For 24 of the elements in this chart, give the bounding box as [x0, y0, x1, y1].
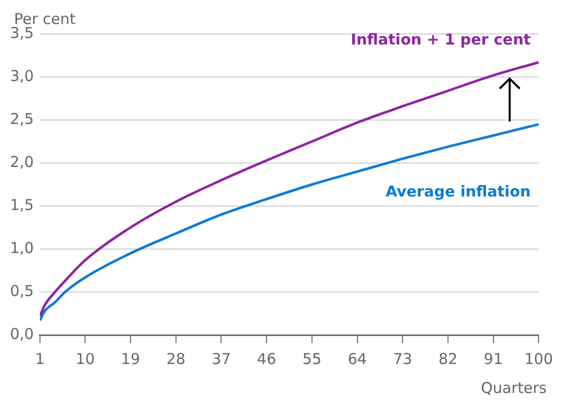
- y-tick-label: 3,0: [10, 66, 34, 85]
- y-tick-label: 2,5: [10, 110, 34, 128]
- y-tick-label: 1,5: [10, 196, 34, 214]
- x-tick-label: 64: [348, 350, 367, 368]
- x-tick-label: 100: [524, 350, 554, 368]
- x-tick-label: 73: [393, 350, 412, 368]
- y-tick-label: 1,0: [10, 238, 34, 257]
- x-tick-label: 46: [257, 350, 276, 368]
- x-axis-title: Quarters: [480, 379, 547, 397]
- x-tick-label: 55: [302, 350, 322, 368]
- y-tick-label: 0,0: [10, 324, 34, 343]
- x-tick-label: 10: [76, 350, 95, 368]
- series-label: Inflation + 1 per cent: [350, 30, 531, 48]
- y-tick-label: 0,5: [10, 282, 34, 300]
- x-tick-label: 82: [438, 350, 458, 368]
- y-tick-label: 2,0: [10, 152, 34, 171]
- x-tick-label: 37: [212, 350, 231, 368]
- x-tick-label: 1: [35, 350, 45, 368]
- line-series: [40, 123, 539, 322]
- line-series: [40, 61, 539, 318]
- x-tick-label: 91: [484, 350, 503, 368]
- x-tick-label: 19: [121, 350, 140, 368]
- series-label: Average inflation: [386, 182, 531, 200]
- x-tick-label: 28: [166, 350, 186, 368]
